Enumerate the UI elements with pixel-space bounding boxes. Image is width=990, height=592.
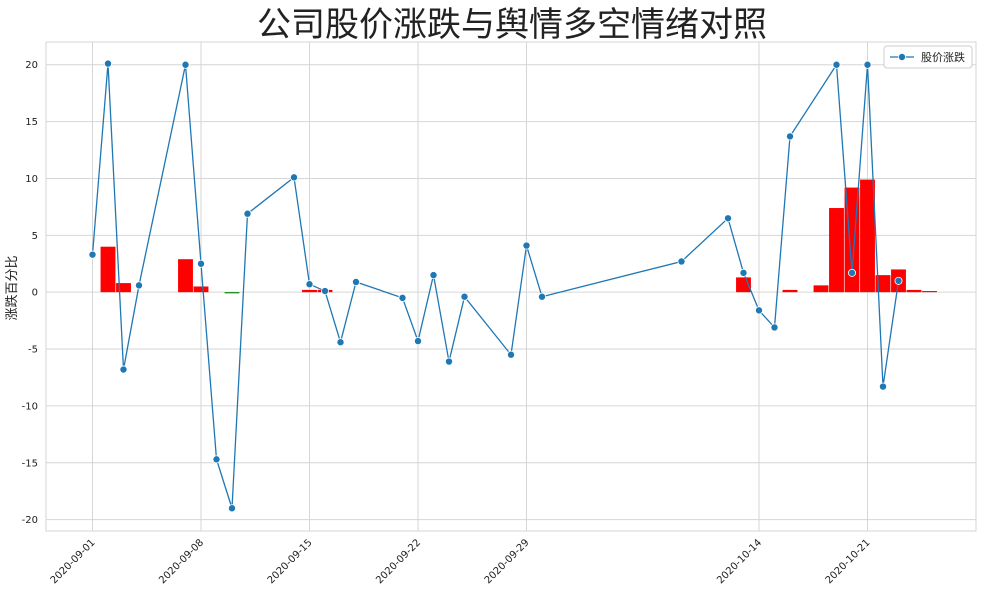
y-tick-label: -10 bbox=[22, 401, 38, 412]
marker bbox=[506, 350, 515, 359]
marker bbox=[351, 277, 360, 286]
y-tick-label: 5 bbox=[32, 231, 38, 242]
marker bbox=[429, 271, 438, 280]
bar bbox=[875, 275, 891, 293]
chart-title: 公司股价涨跌与舆情多空情绪对照 bbox=[257, 5, 767, 45]
marker bbox=[677, 257, 686, 266]
marker bbox=[522, 241, 531, 250]
bar bbox=[829, 208, 844, 293]
marker bbox=[848, 268, 857, 277]
marker bbox=[119, 365, 128, 374]
bar bbox=[302, 289, 317, 293]
bar bbox=[860, 179, 875, 293]
marker bbox=[755, 306, 764, 315]
y-tick-label: 20 bbox=[25, 60, 38, 71]
y-tick-label: -20 bbox=[22, 515, 38, 526]
bar bbox=[224, 292, 240, 294]
y-tick-label: -5 bbox=[28, 345, 38, 356]
bar bbox=[116, 283, 131, 293]
marker bbox=[305, 280, 314, 289]
marker bbox=[243, 209, 252, 218]
marker bbox=[444, 357, 453, 366]
legend-marker bbox=[898, 53, 907, 62]
marker bbox=[88, 250, 97, 259]
plot-frame bbox=[45, 41, 977, 532]
marker bbox=[894, 276, 903, 285]
y-tick-label: 15 bbox=[25, 117, 38, 128]
marker bbox=[336, 338, 345, 347]
bar bbox=[922, 291, 937, 293]
marker bbox=[770, 323, 779, 332]
bar bbox=[906, 289, 922, 293]
y-axis-label: 涨跌百分比 bbox=[4, 255, 20, 320]
bar bbox=[844, 187, 860, 293]
marker bbox=[786, 132, 795, 141]
y-tick-label: -15 bbox=[22, 458, 38, 469]
bar bbox=[782, 289, 798, 293]
bar bbox=[193, 286, 209, 293]
marker bbox=[134, 281, 143, 290]
marker bbox=[879, 382, 888, 391]
marker bbox=[212, 455, 221, 464]
bar bbox=[100, 246, 116, 293]
marker bbox=[227, 504, 236, 513]
marker bbox=[832, 60, 841, 69]
marker bbox=[739, 268, 748, 277]
marker bbox=[289, 173, 298, 182]
bar bbox=[813, 285, 829, 293]
y-tick-label: 10 bbox=[25, 174, 38, 185]
marker bbox=[460, 292, 469, 301]
marker bbox=[320, 287, 329, 296]
marker bbox=[196, 259, 205, 268]
legend-label: 股价涨跌 bbox=[921, 50, 965, 64]
y-tick-label: 0 bbox=[32, 288, 38, 299]
marker bbox=[398, 293, 407, 302]
marker bbox=[724, 214, 733, 223]
marker bbox=[413, 337, 422, 346]
marker bbox=[538, 292, 547, 301]
marker bbox=[863, 60, 872, 69]
bar bbox=[178, 259, 193, 293]
legend-box bbox=[883, 45, 973, 69]
marker bbox=[181, 60, 190, 69]
marker bbox=[104, 59, 113, 68]
